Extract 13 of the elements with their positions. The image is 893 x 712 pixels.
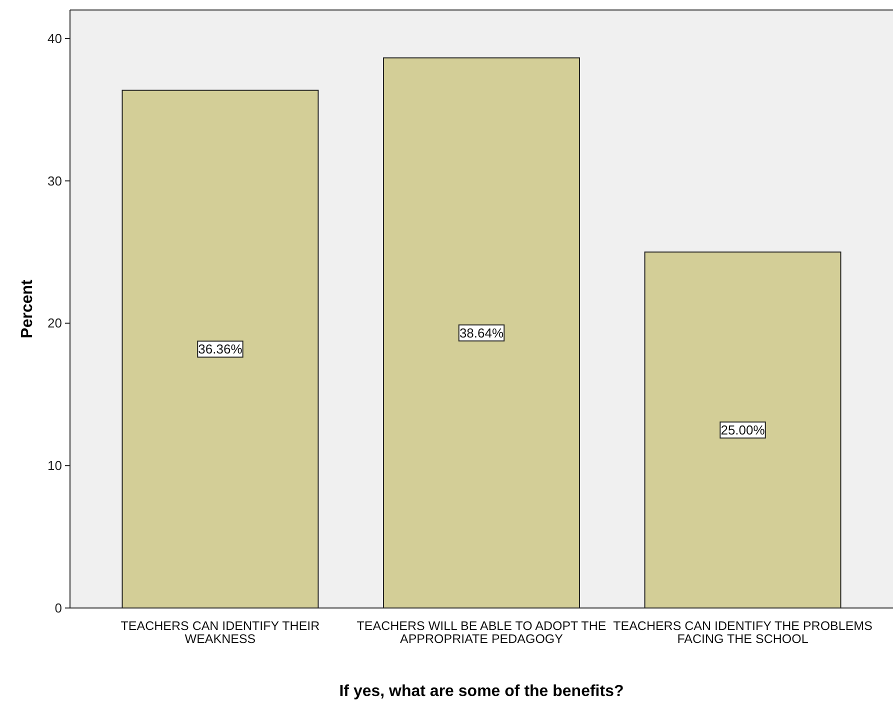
y-tick-label: 40 bbox=[48, 30, 62, 46]
x-tick-label: TEACHERS CAN IDENTIFY THEIR WEAKNESS bbox=[120, 619, 320, 646]
data-label: 25.00% bbox=[720, 422, 766, 438]
y-tick-label: 10 bbox=[48, 458, 62, 474]
y-tick-label: 0 bbox=[54, 600, 62, 616]
y-tick-label: 20 bbox=[48, 316, 62, 331]
data-label: 36.36% bbox=[198, 342, 243, 357]
x-axis-title: If yes, what are some of the benefits? bbox=[339, 683, 624, 700]
data-label: 38.64% bbox=[459, 325, 504, 340]
y-tick-label: 30 bbox=[48, 173, 62, 188]
x-tick-label: TEACHERS WILL BE ABLE TO ADOPT THE APPROPRIATE PEDAGOGY bbox=[356, 619, 606, 646]
y-axis-title: Percent bbox=[19, 278, 36, 338]
x-tick-label: TEACHERS CAN IDENTIFY THE PROBLEMS FACING THE SCHOOL bbox=[613, 619, 872, 646]
